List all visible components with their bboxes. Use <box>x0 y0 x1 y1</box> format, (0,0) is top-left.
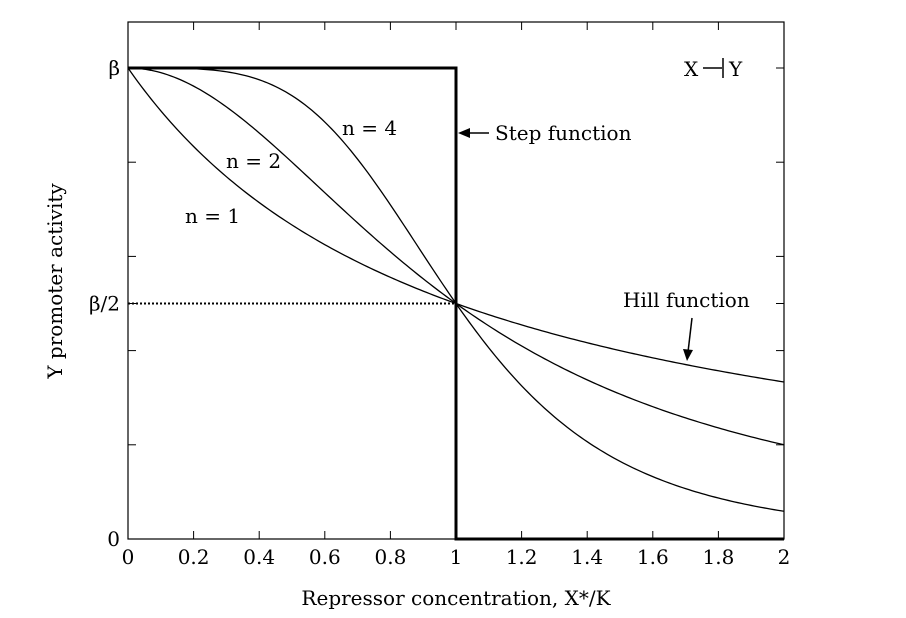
hill-arrow-shaft <box>687 317 693 353</box>
x-axis-title: Repressor concentration, X*/K <box>301 586 611 610</box>
x-tick-label-7: 1.4 <box>571 545 603 569</box>
x-tick-label-5: 1 <box>450 545 463 569</box>
x-tick-label-1: 0.2 <box>178 545 210 569</box>
y-tick-label-0: 0 <box>107 527 120 551</box>
x-tick-label-6: 1.2 <box>506 545 538 569</box>
x-tick-labels: 0 0.2 0.4 0.6 0.8 1 1.2 1.4 1.6 1.8 2 <box>122 545 791 569</box>
x-tick-label-8: 1.6 <box>637 545 669 569</box>
repression-legend-y: Y <box>728 57 743 81</box>
hill-function-label: Hill function <box>623 288 750 312</box>
n4-label: n = 4 <box>342 116 397 140</box>
y-axis-title: Y promoter activity <box>43 183 67 380</box>
x-tick-label-9: 1.8 <box>702 545 734 569</box>
step-function-label: Step function <box>495 121 632 145</box>
y-tick-label-2: β <box>108 56 120 80</box>
y-tick-label-1: β/2 <box>89 292 120 316</box>
step-arrow-head <box>458 128 470 138</box>
x-tick-label-0: 0 <box>122 545 135 569</box>
x-tick-label-4: 0.8 <box>374 545 406 569</box>
n2-label: n = 2 <box>226 149 281 173</box>
x-tick-label-10: 2 <box>778 545 791 569</box>
step-function-line <box>128 66 784 541</box>
n1-label: n = 1 <box>185 204 240 228</box>
y-tick-labels: 0 β/2 β <box>89 56 120 551</box>
hill-arrow-head <box>683 349 693 361</box>
repression-legend-x: X <box>684 57 699 81</box>
x-tick-label-3: 0.6 <box>309 545 341 569</box>
x-tick-label-2: 0.4 <box>243 545 275 569</box>
